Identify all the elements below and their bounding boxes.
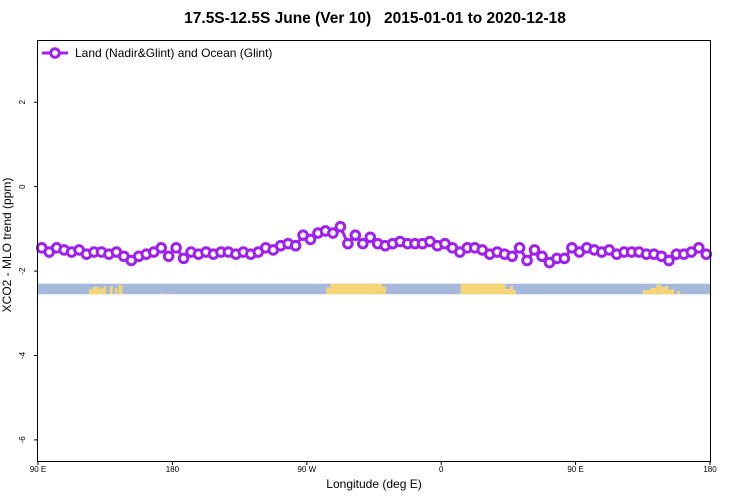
data-point: [700, 248, 713, 260]
land-segment: [660, 286, 666, 295]
data-point: [304, 233, 317, 246]
data-point: [289, 239, 302, 252]
data-point: [521, 254, 533, 267]
data-point: [177, 252, 190, 265]
land-segment: [109, 286, 113, 295]
land-segment: [650, 287, 657, 295]
land-segment: [460, 283, 506, 295]
data-point: [528, 244, 541, 256]
land-segment: [114, 287, 118, 295]
data-point: [327, 227, 339, 239]
data-point: [558, 252, 571, 265]
legend-marker-sample: [49, 47, 61, 59]
data-point: [342, 237, 354, 250]
y-tick-label: 2: [18, 99, 27, 104]
data-point: [536, 250, 548, 263]
land-segment: [99, 288, 104, 295]
land-segment: [326, 287, 331, 295]
data-point: [506, 250, 518, 263]
data-point: [155, 242, 167, 254]
x-tick-label: 90 E: [567, 465, 583, 474]
plot-frame: [37, 40, 711, 462]
land-segment: [668, 289, 675, 295]
land-segment: [92, 286, 100, 295]
land-segment: [677, 291, 681, 295]
x-tick-label: 0: [439, 465, 444, 474]
data-point: [513, 242, 526, 254]
x-tick-label: 90 W: [297, 465, 316, 474]
land-segment: [103, 285, 106, 295]
land-segment: [381, 286, 386, 295]
data-point: [663, 254, 675, 267]
land-ocean-band: [38, 283, 710, 295]
y-tick-label: 0: [18, 184, 27, 189]
data-point: [693, 242, 705, 254]
data-point: [364, 231, 377, 244]
legend-label: Land (Nadir&Glint) and Ocean (Glint): [75, 46, 272, 60]
land-segment: [88, 289, 93, 295]
x-axis-title: Longitude (deg E): [326, 477, 421, 491]
y-axis-title: XCO2 - MLO trend (ppm): [0, 178, 14, 313]
y-tick-label: -2: [18, 267, 27, 275]
land-segment: [665, 285, 669, 295]
data-point: [170, 242, 182, 254]
land-segment: [161, 292, 164, 295]
x-axis: 90 E 180 90 W 0 90 E 180: [30, 461, 717, 474]
x-tick-label: 180: [166, 465, 180, 474]
y-tick-label: -6: [18, 436, 27, 444]
data-point: [162, 250, 175, 263]
data-point: [357, 237, 369, 250]
y-axis: 2 0 -2 -4 -6: [18, 99, 38, 443]
series-layer: [35, 220, 713, 269]
land-segment: [509, 285, 513, 295]
chart-title: 17.5S-12.5S June (Ver 10) 2015-01-01 to …: [184, 10, 566, 27]
y-tick-label: -4: [18, 351, 27, 359]
data-point: [349, 229, 362, 241]
x-tick-label: 180: [703, 465, 717, 474]
land-segment: [642, 290, 651, 295]
x-tick-label: 90 E: [30, 465, 46, 474]
land-segment: [505, 288, 510, 295]
legend: Land (Nadir&Glint) and Ocean (Glint): [42, 46, 272, 60]
land-segment: [512, 290, 516, 295]
data-point: [334, 220, 347, 233]
land-segment: [656, 284, 661, 295]
land-segment: [118, 284, 123, 295]
land-segment: [330, 283, 382, 295]
